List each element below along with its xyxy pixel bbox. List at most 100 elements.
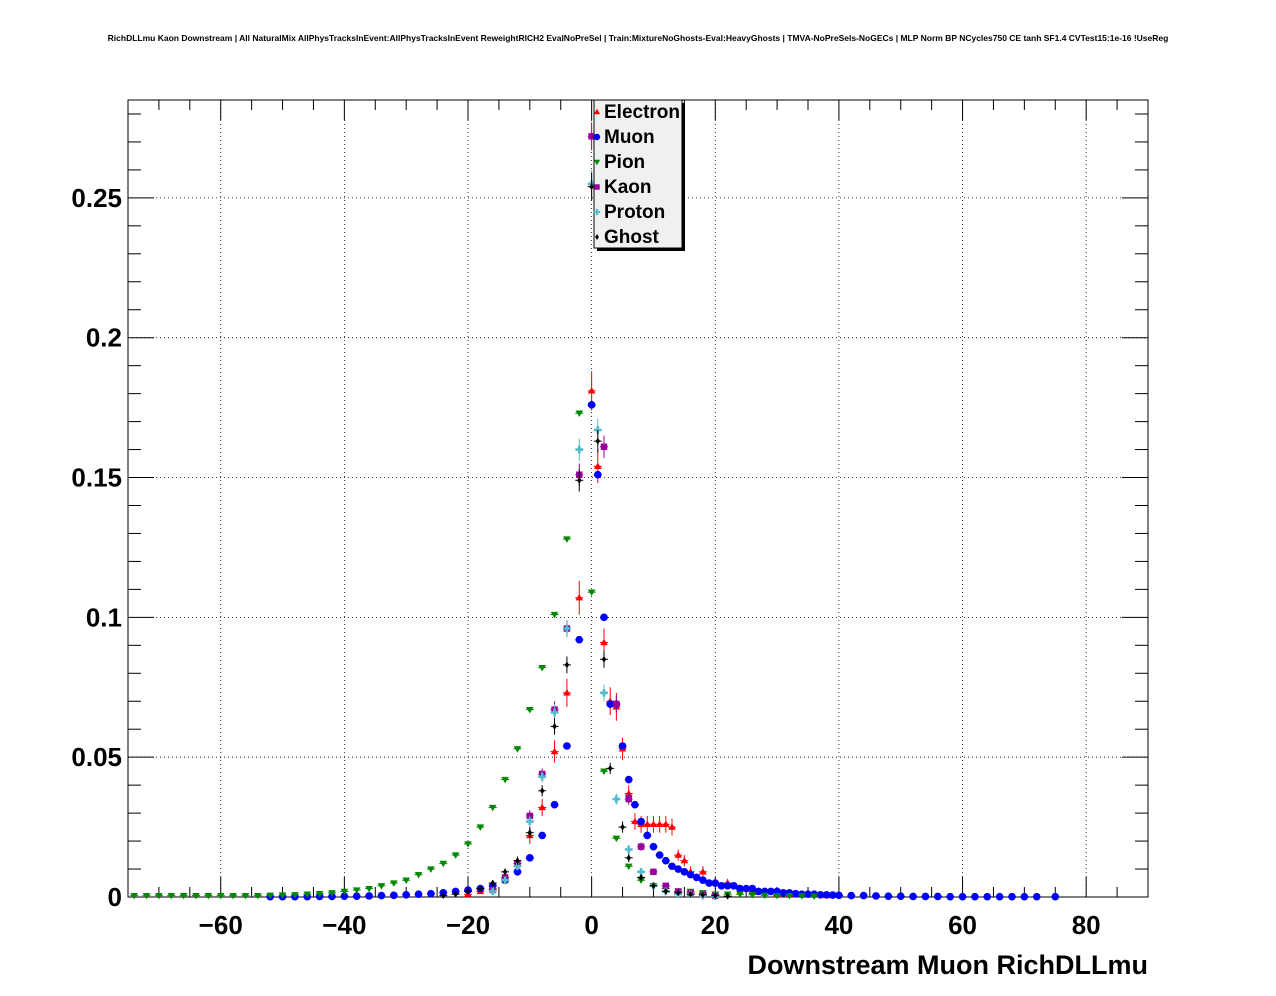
data-point-muon (692, 873, 701, 882)
x-axis-title: Downstream Muon RichDLLmu (747, 950, 1148, 980)
data-point-pion (390, 880, 398, 887)
data-point-electron (662, 820, 670, 827)
data-point-pion (464, 841, 472, 848)
data-point-pion (810, 893, 818, 900)
data-point-ghost (576, 476, 582, 484)
data-point-muon (828, 891, 837, 899)
data-point-pion (192, 892, 200, 900)
data-point-electron (674, 851, 682, 858)
data-point-muon (550, 800, 559, 809)
data-point-electron (538, 803, 546, 811)
data-point-ghost (527, 829, 533, 837)
x-tick-label: 0 (584, 910, 598, 940)
data-point-muon (896, 892, 905, 900)
data-point-muon (804, 890, 812, 899)
data-point-pion (575, 410, 584, 418)
legend-marker-electron (593, 108, 601, 115)
data-point-muon (909, 892, 917, 901)
data-point-pion (773, 892, 781, 900)
data-point-muon (674, 865, 682, 873)
data-point-muon (921, 892, 930, 901)
data-point-muon (377, 891, 386, 900)
data-point-muon (705, 879, 713, 887)
x-tick-label: −60 (199, 910, 243, 940)
data-point-kaon (637, 843, 645, 850)
data-point-muon (995, 892, 1004, 901)
series-ghost (439, 172, 732, 900)
data-point-pion (476, 824, 485, 831)
data-point-kaon (650, 868, 657, 876)
data-point-muon (816, 890, 825, 899)
data-point-pion (155, 892, 163, 900)
x-tick-label: 60 (948, 910, 977, 940)
data-point-ghost (675, 889, 681, 897)
y-tick-label: 0.05 (71, 742, 122, 772)
data-point-muon (934, 892, 942, 901)
data-point-ghost (515, 857, 520, 865)
data-point-pion (550, 611, 559, 619)
data-point-proton (488, 887, 497, 896)
data-point-muon (1008, 892, 1016, 901)
data-point-muon (655, 851, 664, 859)
x-tick-label: −40 (322, 910, 366, 940)
data-point-muon (791, 889, 800, 898)
y-tick-label: 0.25 (71, 183, 122, 213)
data-point-pion (229, 892, 237, 900)
data-point-muon (822, 890, 831, 899)
data-point-pion (600, 768, 608, 775)
data-point-pion (328, 890, 336, 897)
data-point-pion (315, 890, 324, 898)
data-point-muon (637, 817, 645, 826)
legend-label-muon: Muon (604, 127, 655, 148)
data-point-muon (779, 889, 788, 897)
data-point-muon (859, 891, 868, 900)
legend-box (593, 99, 683, 249)
data-point-ghost (638, 874, 644, 881)
legend-label-kaon: Kaon (604, 177, 652, 198)
data-point-muon (946, 892, 954, 901)
data-point-pion (303, 891, 312, 899)
data-point-pion (736, 891, 744, 899)
data-point-pion (352, 887, 361, 894)
data-point-muon (538, 831, 546, 840)
data-point-electron (594, 462, 602, 470)
data-point-ghost (552, 722, 557, 730)
data-point-muon (1020, 892, 1029, 901)
data-point-pion (167, 892, 176, 900)
legend-label-electron: Electron (604, 102, 680, 123)
data-point-muon (390, 891, 398, 900)
data-point-pion (204, 892, 213, 900)
data-point-electron (624, 789, 633, 797)
x-tick-label: 80 (1072, 910, 1101, 940)
data-point-pion (624, 863, 633, 871)
data-point-ghost (607, 764, 613, 772)
data-point-pion (241, 892, 250, 900)
data-point-muon (971, 892, 979, 901)
series-muon (266, 401, 1060, 901)
data-point-muon (742, 884, 750, 893)
data-point-pion (340, 888, 349, 896)
data-point-pion (402, 877, 410, 885)
data-point-ghost (453, 890, 458, 898)
data-point-proton (550, 708, 559, 717)
data-point-muon (668, 862, 676, 871)
y-tick-label: 0.15 (71, 463, 122, 493)
data-point-proton (575, 445, 584, 454)
legend-label-proton: Proton (604, 202, 665, 223)
data-point-proton (612, 795, 621, 803)
data-point-muon (594, 470, 602, 479)
data-point-ghost (595, 437, 601, 445)
data-point-electron (643, 820, 652, 827)
data-point-muon (575, 635, 584, 644)
data-point-pion (587, 589, 596, 596)
data-point-pion (748, 892, 757, 899)
data-point-pion (254, 892, 262, 900)
data-point-muon (365, 892, 373, 900)
data-point-pion (488, 804, 497, 812)
data-point-ghost (502, 868, 508, 876)
data-point-proton (501, 876, 509, 885)
data-point-muon (884, 892, 893, 900)
data-point-proton (526, 817, 534, 826)
data-point-pion (427, 866, 435, 873)
